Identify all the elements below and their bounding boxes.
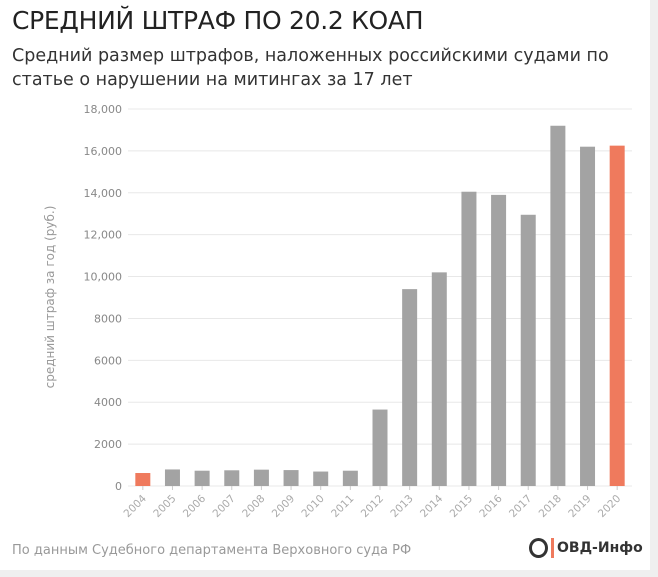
x-tick-label: 2004 xyxy=(122,492,150,520)
x-tick-label: 2006 xyxy=(181,492,209,520)
bar-2006 xyxy=(194,470,210,486)
ovd-info-logo: ОВД-Инфо xyxy=(529,538,643,558)
y-tick-label: 16,000 xyxy=(84,145,123,158)
bar-2013 xyxy=(402,289,418,486)
bar-2010 xyxy=(313,471,329,486)
logo-bar-icon xyxy=(551,538,554,558)
x-tick-label: 2016 xyxy=(477,492,505,520)
bar-2005 xyxy=(164,469,180,486)
y-tick-label: 4000 xyxy=(94,396,122,409)
y-tick-label: 0 xyxy=(115,480,122,493)
x-tick-label: 2007 xyxy=(210,493,237,520)
x-tick-label: 2019 xyxy=(566,493,593,520)
bar-2020 xyxy=(609,145,625,486)
y-tick-label: 12,000 xyxy=(84,229,123,242)
bar-2012 xyxy=(372,409,388,486)
y-axis-label: средний штраф за год (руб.) xyxy=(43,206,57,389)
x-tick-label: 2015 xyxy=(448,493,475,520)
bar-2007 xyxy=(224,470,240,486)
y-tick-label: 14,000 xyxy=(84,187,123,200)
bar-2018 xyxy=(550,125,566,486)
x-tick-label: 2011 xyxy=(329,493,356,520)
chart-title: СРЕДНИЙ ШТРАФ ПО 20.2 КОАП xyxy=(12,6,424,35)
logo-ring-icon xyxy=(529,538,548,558)
x-tick-label: 2010 xyxy=(299,493,326,520)
bar-2014 xyxy=(431,272,447,486)
x-tick-label: 2013 xyxy=(388,493,415,520)
y-tick-label: 2000 xyxy=(94,438,122,451)
bar-2019 xyxy=(580,146,596,486)
bar-2004 xyxy=(135,473,151,486)
y-tick-label: 8000 xyxy=(94,312,122,325)
x-tick-label: 2008 xyxy=(240,493,267,520)
y-tick-label: 10,000 xyxy=(84,271,123,284)
x-tick-label: 2017 xyxy=(507,493,534,520)
bar-2016 xyxy=(491,194,507,486)
bar-2015 xyxy=(461,191,477,486)
chart-subtitle: Средний размер штрафов, наложенных росси… xyxy=(12,46,609,90)
x-tick-label: 2020 xyxy=(596,493,623,520)
bar-2008 xyxy=(253,469,269,486)
logo-text: ОВД-Инфо xyxy=(557,540,643,556)
bar-2011 xyxy=(342,470,358,486)
bar-2017 xyxy=(520,214,536,486)
y-tick-label: 18,000 xyxy=(84,103,123,116)
bar-chart: 0 2000 4000 6000 8000 10,000 12,000 14,000 16,00… xyxy=(43,103,632,520)
x-tick-label: 2009 xyxy=(270,493,297,520)
y-tick-label: 6000 xyxy=(94,354,122,367)
x-tick-label: 2005 xyxy=(151,493,178,520)
source-note: По данным Судебного департамента Верховн… xyxy=(12,543,412,558)
bar-2009 xyxy=(283,470,299,486)
x-tick-label: 2014 xyxy=(418,492,446,520)
chart-card: СРЕДНИЙ ШТРАФ ПО 20.2 КОАП Средний разме… xyxy=(0,0,650,570)
x-tick-label: 2018 xyxy=(537,493,564,520)
x-tick-label: 2012 xyxy=(359,493,386,520)
